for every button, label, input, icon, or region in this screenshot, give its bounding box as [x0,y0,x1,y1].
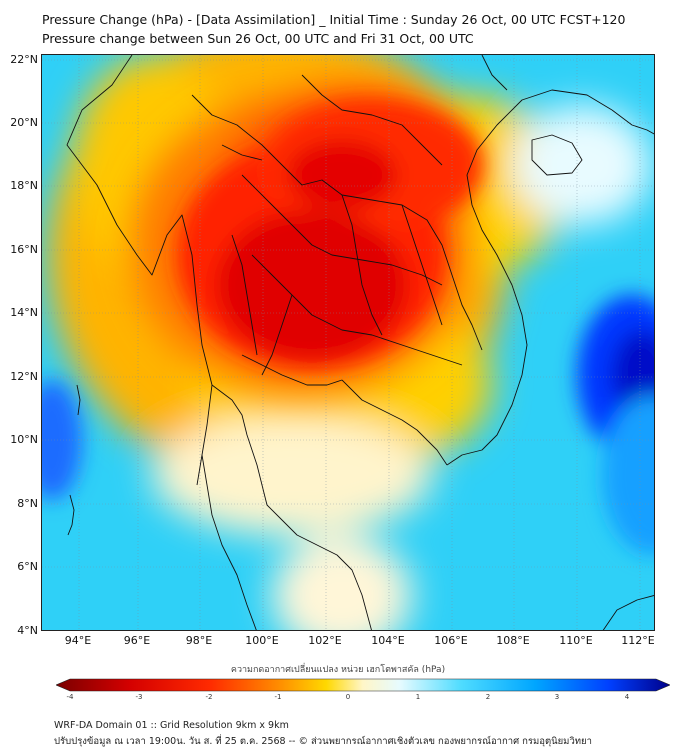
colorbar-tick: -4 [66,693,74,701]
lon-label-106e: 106°E [434,634,468,647]
colorbar-tick: 2 [485,693,491,701]
lat-label-18n: 18°N [10,179,38,192]
lon-label-104e: 104°E [371,634,405,647]
colorbar-tick: 4 [624,693,630,701]
lon-label-98e: 98°E [185,634,213,647]
colorbar-tick: 3 [554,693,560,701]
lon-label-112e: 112°E [621,634,655,647]
lon-label-110e: 110°E [559,634,593,647]
colorbar [55,677,671,693]
lat-label-16n: 16°N [10,243,38,256]
colorbar-tick: 1 [415,693,421,701]
lat-label-6n: 6°N [17,560,38,573]
model-info: WRF-DA Domain 01 :: Grid Resolution 9km … [54,720,289,731]
colorbar-tick: 0 [345,693,351,701]
lat-label-10n: 10°N [10,433,38,446]
lon-label-102e: 102°E [308,634,342,647]
colorbar-tick: -1 [274,693,282,701]
map-subtitle: Pressure change between Sun 26 Oct, 00 U… [42,31,474,46]
update-credit: ปรับปรุงข้อมูล ณ เวลา 19:00น. วัน ส. ที่… [54,736,592,747]
lat-label-22n: 22°N [10,53,38,66]
colorbar-title: ความกดอากาศเปลี่ยนแปลง หน่วย เฮกโตพาสคัล… [230,665,446,675]
lon-label-94e: 94°E [64,634,92,647]
map-title: Pressure Change (hPa) - [Data Assimilati… [42,12,626,27]
colorbar-tick: -3 [135,693,143,701]
pressure-change-map [41,54,655,631]
lon-label-100e: 100°E [245,634,279,647]
lon-label-108e: 108°E [496,634,530,647]
lat-label-4n: 4°N [17,624,38,637]
lon-label-96e: 96°E [123,634,151,647]
lat-label-20n: 20°N [10,116,38,129]
colorbar-tick: -2 [205,693,213,701]
lat-label-14n: 14°N [10,306,38,319]
lat-label-8n: 8°N [17,497,38,510]
lat-label-12n: 12°N [10,370,38,383]
